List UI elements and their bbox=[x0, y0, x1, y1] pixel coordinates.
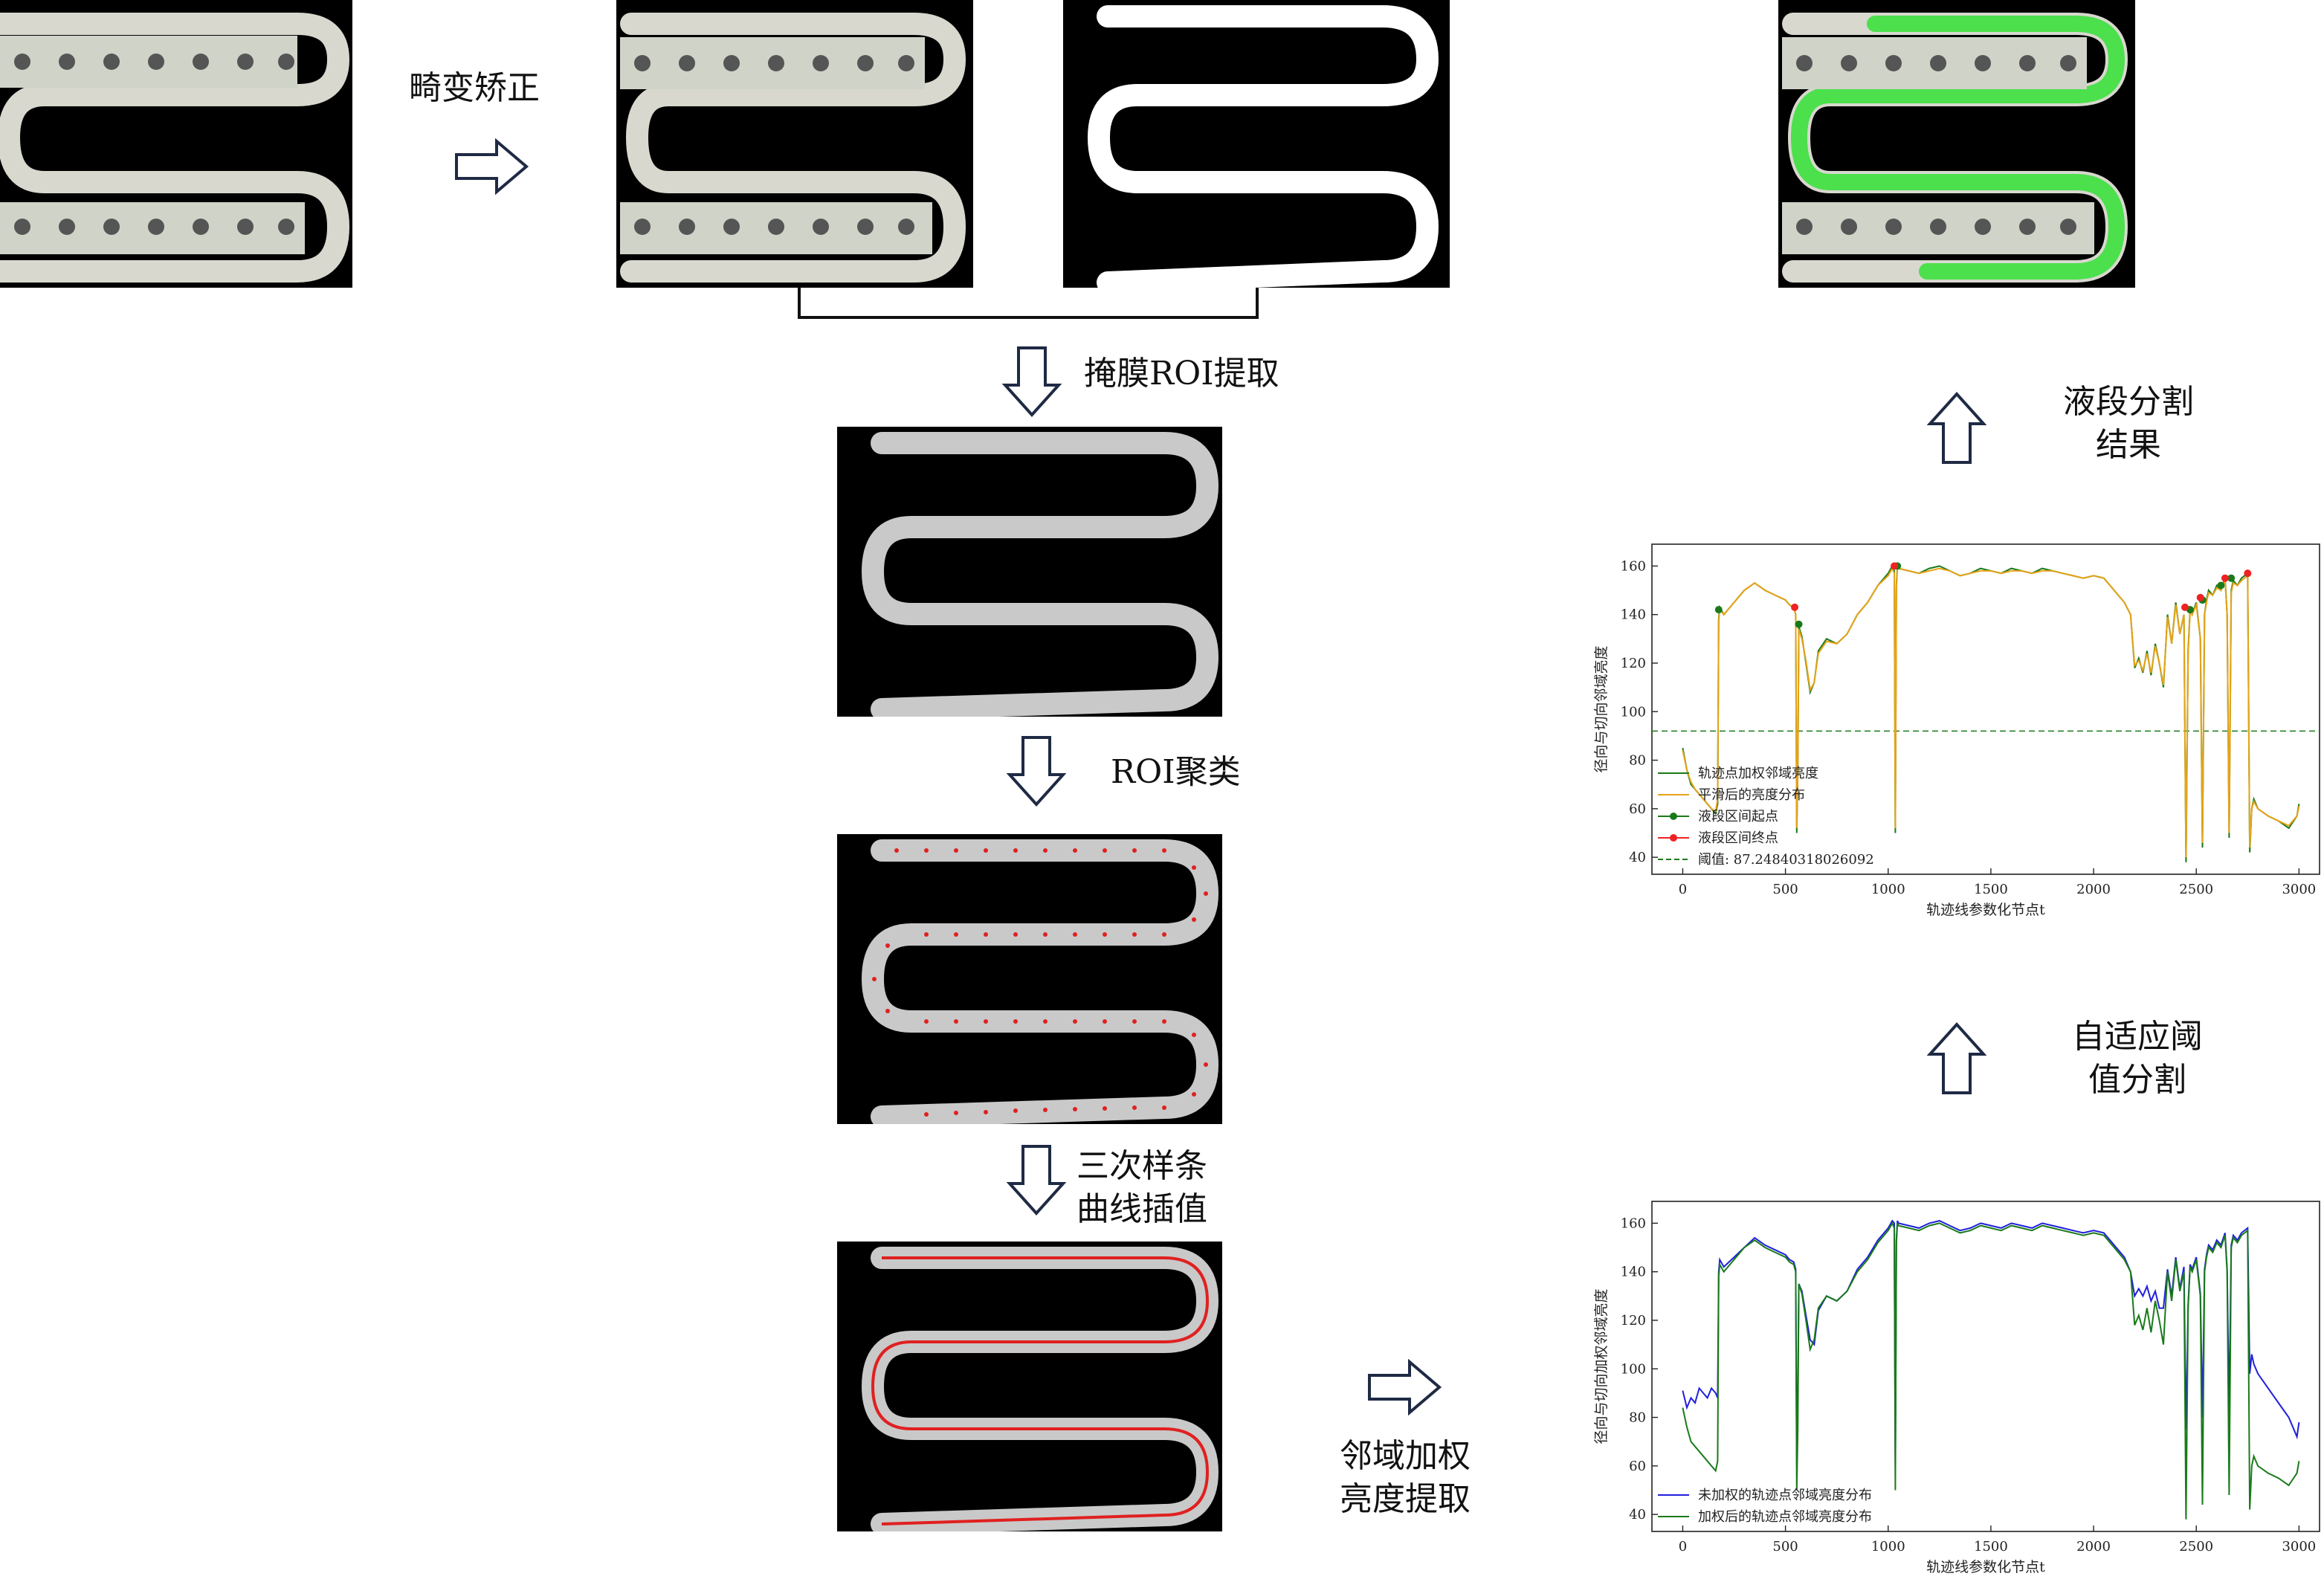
step-label-result: 液段分割 结果 bbox=[2050, 381, 2207, 467]
x-tick-label: 3000 bbox=[2282, 1539, 2316, 1554]
step-label-roi-cluster: ROI聚类 bbox=[1111, 753, 1241, 791]
segment-end-point bbox=[2196, 593, 2204, 601]
segment-end-point bbox=[2244, 569, 2252, 578]
merge-bracket bbox=[798, 288, 1259, 319]
step-label-adaptive-line2: 值分割 bbox=[2088, 1061, 2186, 1099]
step-label-neighborhood-line2: 亮度提取 bbox=[1340, 1480, 1471, 1518]
x-tick-label: 2000 bbox=[2076, 882, 2111, 897]
corrected-tube-image bbox=[616, 0, 973, 288]
y-tick-label: 80 bbox=[1629, 1410, 1646, 1426]
down-arrow-icon bbox=[1002, 346, 1062, 417]
step-label-result-line2: 结果 bbox=[2096, 426, 2161, 464]
y-tick-label: 120 bbox=[1621, 656, 1646, 671]
step-label-spline-line2: 曲线插值 bbox=[1077, 1190, 1207, 1228]
down-arrow-icon bbox=[1007, 736, 1066, 807]
x-tick-label: 500 bbox=[1772, 882, 1798, 897]
spline-curve-image bbox=[837, 1242, 1222, 1531]
segmentation-plot: 0 500 1000 1500 2000 2500 3000 40 60 80 100 120 140 1… bbox=[1584, 535, 2324, 922]
segment-start-point bbox=[2227, 574, 2236, 582]
y-tick-label: 140 bbox=[1621, 1265, 1646, 1280]
step-label-adaptive: 自适应阈 值分割 bbox=[2059, 1016, 2215, 1102]
x-axis-label: 轨迹线参数化节点t bbox=[1926, 1559, 2045, 1575]
up-arrow-icon bbox=[1927, 1022, 1986, 1094]
x-tick-label: 2000 bbox=[2076, 1539, 2111, 1554]
y-tick-label: 100 bbox=[1621, 1361, 1646, 1377]
segment-end-point bbox=[2181, 603, 2189, 611]
segment-end-point bbox=[2221, 574, 2229, 582]
legend-label: 未加权的轨迹点邻域亮度分布 bbox=[1698, 1488, 1872, 1503]
segment-end-point bbox=[1891, 562, 1899, 570]
y-tick-label: 160 bbox=[1621, 1215, 1646, 1231]
legend-marker bbox=[1670, 813, 1677, 820]
step-label-distortion: 畸变矫正 bbox=[409, 69, 540, 107]
y-tick-label: 40 bbox=[1629, 850, 1646, 865]
y-tick-label: 120 bbox=[1621, 1313, 1646, 1328]
series-line bbox=[1682, 566, 2300, 858]
y-axis-label: 径向与切向加权邻域亮度 bbox=[1593, 1288, 1610, 1444]
right-arrow-icon bbox=[455, 138, 529, 195]
segmentation-plot-svg: 0 500 1000 1500 2000 2500 3000 40 60 80 100 120 140 1… bbox=[1593, 543, 2320, 918]
legend-label: 液段区间起点 bbox=[1698, 809, 1778, 824]
legend-label: 平滑后的亮度分布 bbox=[1698, 787, 1805, 803]
binary-mask-image bbox=[1063, 0, 1450, 288]
brightness-plot-svg: 0 500 1000 1500 2000 2500 3000 40 60 80 100 120 140 1… bbox=[1593, 1201, 2320, 1575]
y-tick-label: 100 bbox=[1621, 704, 1646, 720]
legend-label: 液段区间终点 bbox=[1698, 830, 1778, 846]
roi-cluster-image bbox=[837, 834, 1222, 1124]
x-tick-label: 1000 bbox=[1871, 1539, 1905, 1554]
segment-start-point bbox=[1714, 606, 1723, 614]
x-tick-label: 1500 bbox=[1974, 882, 2008, 897]
segment-end-point bbox=[1791, 603, 1799, 611]
segment-start-point bbox=[2217, 581, 2225, 590]
step-label-neighborhood-line1: 邻域加权 bbox=[1340, 1437, 1471, 1475]
x-tick-label: 500 bbox=[1772, 1539, 1798, 1554]
y-tick-label: 60 bbox=[1629, 801, 1646, 817]
segmentation-result-image bbox=[1778, 0, 2135, 288]
y-tick-label: 80 bbox=[1629, 753, 1646, 769]
up-arrow-icon bbox=[1927, 392, 1986, 464]
cluster-dots bbox=[872, 848, 1208, 1117]
x-tick-label: 2500 bbox=[2179, 1539, 2213, 1554]
series-line bbox=[1682, 1221, 2300, 1520]
right-arrow-icon bbox=[1368, 1359, 1442, 1415]
brightness-plot: 0 500 1000 1500 2000 2500 3000 40 60 80 100 120 140 1… bbox=[1584, 1192, 2324, 1579]
step-label-spline-line1: 三次样条 bbox=[1077, 1147, 1207, 1185]
y-tick-label: 140 bbox=[1621, 607, 1646, 623]
x-tick-label: 1000 bbox=[1871, 882, 1905, 897]
plot-frame bbox=[1651, 543, 2320, 875]
legend-marker bbox=[1670, 834, 1677, 842]
step-label-neighborhood: 邻域加权 亮度提取 bbox=[1331, 1435, 1479, 1521]
segment-start-point bbox=[1795, 620, 1803, 628]
step-label-adaptive-line1: 自适应阈 bbox=[2072, 1018, 2203, 1056]
y-axis-label: 径向与切向邻域亮度 bbox=[1593, 645, 1610, 772]
x-tick-label: 2500 bbox=[2179, 882, 2213, 897]
x-tick-label: 3000 bbox=[2282, 882, 2316, 897]
step-label-result-line1: 液段分割 bbox=[2063, 383, 2194, 421]
y-tick-label: 60 bbox=[1629, 1459, 1646, 1474]
series-line bbox=[1682, 1219, 2300, 1466]
legend-label: 轨迹点加权邻域亮度 bbox=[1698, 766, 1818, 781]
plot-frame bbox=[1651, 1201, 2320, 1532]
down-arrow-icon bbox=[1007, 1145, 1066, 1215]
x-tick-label: 1500 bbox=[1974, 1539, 2008, 1554]
y-tick-label: 160 bbox=[1621, 558, 1646, 574]
x-axis-label: 轨迹线参数化节点t bbox=[1926, 902, 2045, 918]
x-tick-label: 0 bbox=[1679, 882, 1687, 897]
legend-label: 阈值: 87.24840318026092 bbox=[1698, 852, 1874, 868]
roi-masked-image bbox=[837, 427, 1222, 717]
raw-tube-image bbox=[0, 0, 352, 288]
legend-label: 加权后的轨迹点邻域亮度分布 bbox=[1698, 1509, 1872, 1525]
step-label-mask-roi: 掩膜ROI提取 bbox=[1084, 355, 1279, 393]
y-tick-label: 40 bbox=[1629, 1507, 1646, 1523]
step-label-spline: 三次样条 曲线插值 bbox=[1077, 1145, 1207, 1231]
x-tick-label: 0 bbox=[1679, 1539, 1687, 1554]
